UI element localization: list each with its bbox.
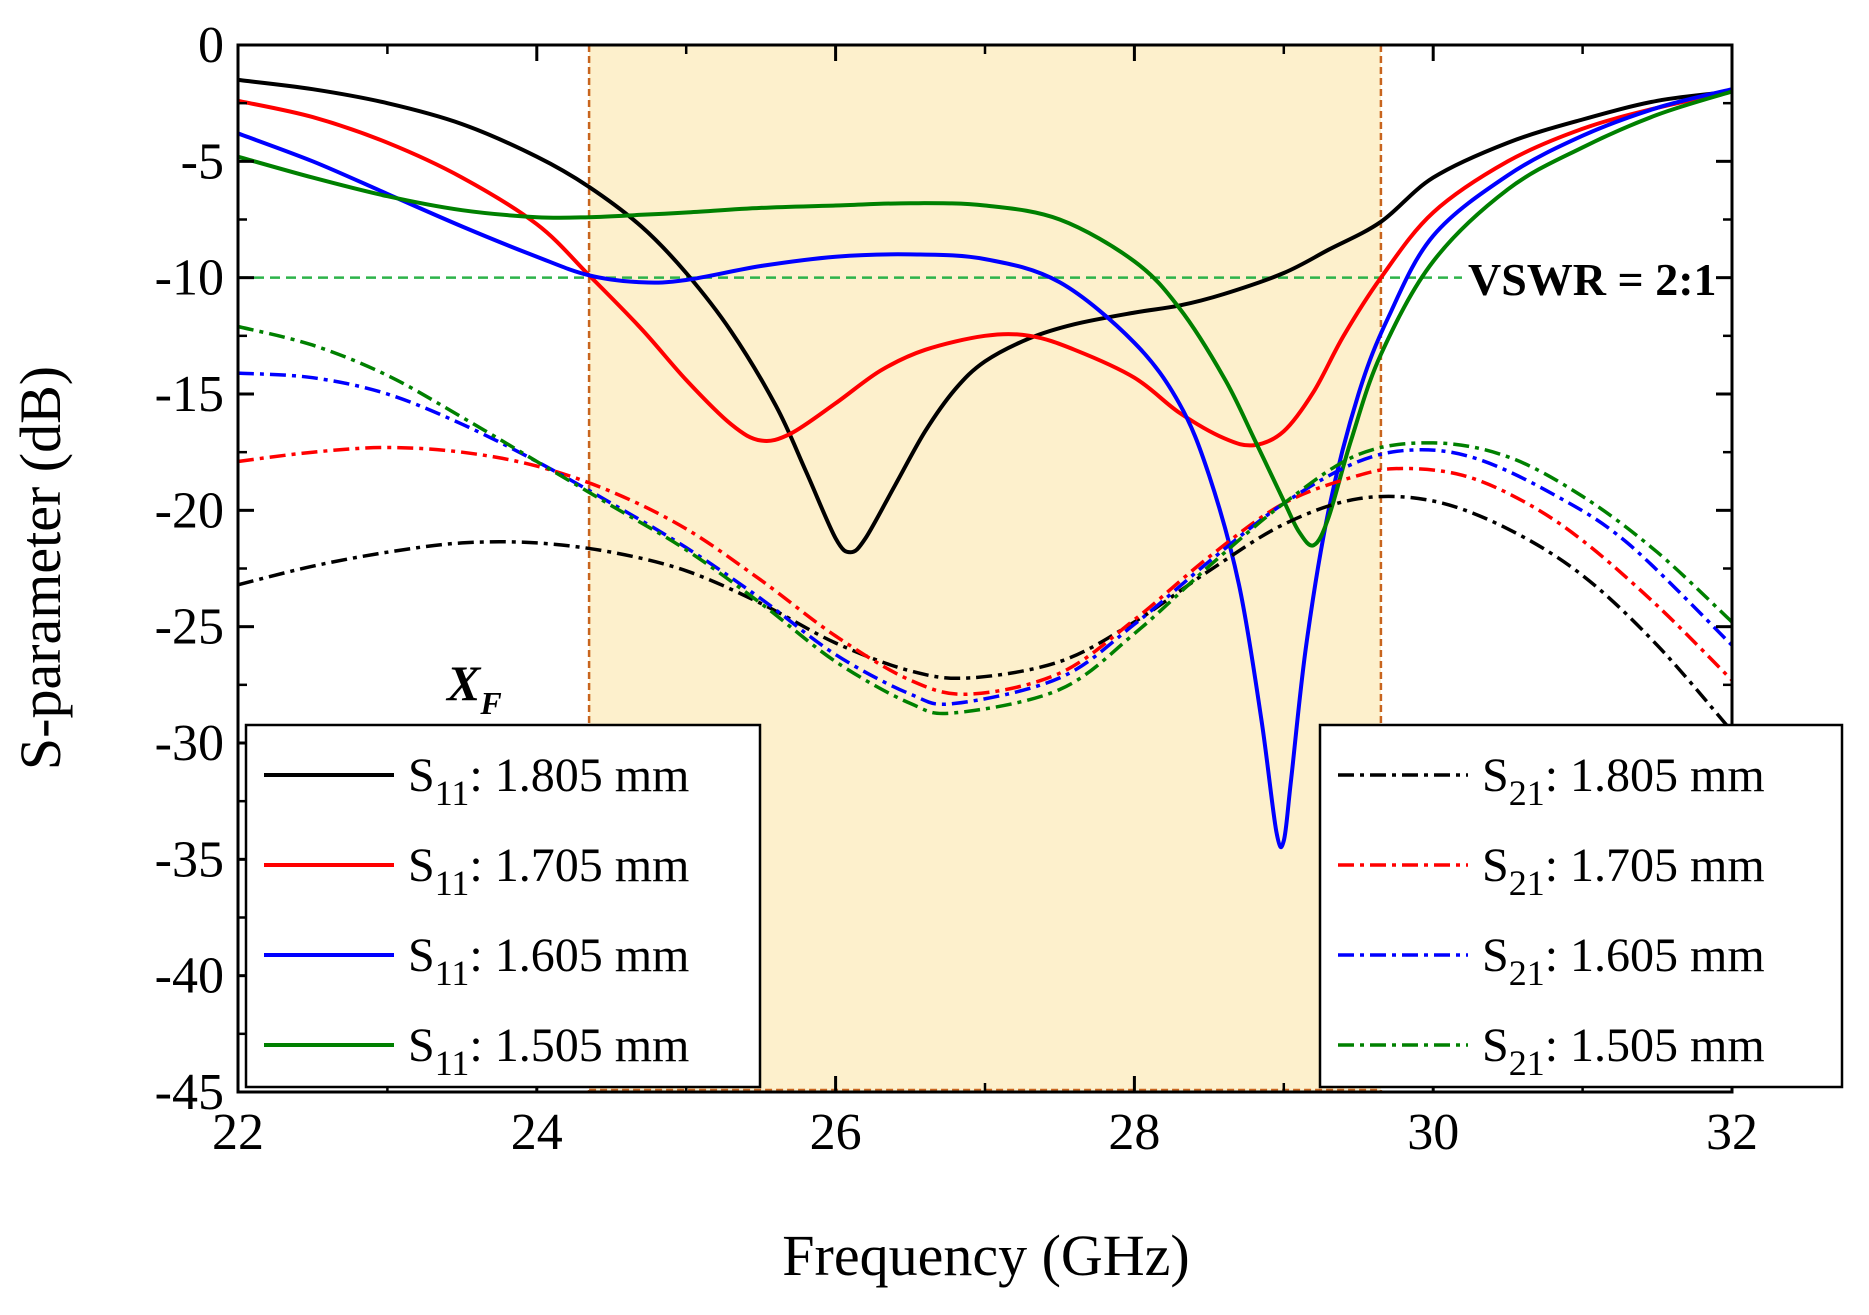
xf-annotation: XF [445,655,502,721]
x-axis-title: Frequency (GHz) [782,1223,1189,1288]
legend-label-prefix: S [408,1019,435,1072]
x-tick-label: 28 [1108,1104,1160,1161]
legend-label-prefix: S [408,929,435,982]
series-line-s11-1 [237,89,1733,448]
legend-label-prefix: S [1482,839,1509,892]
legend-label: S21: 1.605 mm [1482,929,1765,993]
legend-label: S21: 1.805 mm [1482,749,1765,813]
legend-label-suffix: : 1.805 mm [469,749,689,802]
series-line-s21-2 [237,371,1734,707]
y-tick-label: -35 [155,831,224,888]
y-axis-title: S-parameter (dB) [8,366,73,770]
legend-label-suffix: : 1.505 mm [1545,1019,1765,1072]
legend-label: S21: 1.505 mm [1482,1019,1765,1083]
legend-label-suffix: : 1.705 mm [469,839,689,892]
legend-label-prefix: S [408,749,435,802]
legend-label-suffix: : 1.705 mm [1545,839,1765,892]
legend-label-subscript: 21 [1509,773,1545,813]
legend-label: S21: 1.705 mm [1482,839,1765,903]
legend-label-suffix: : 1.505 mm [469,1019,689,1072]
series-layer [237,77,1734,849]
legend-box [1318,723,1844,1089]
x-tick-label: 32 [1706,1104,1758,1161]
series-line-s21-0 [237,494,1734,733]
legend-label-subscript: 11 [435,1043,470,1083]
series-line-s11-0 [237,77,1733,555]
legend-box [244,723,762,1089]
xf-sub: F [479,685,501,721]
legend-label-prefix: S [1482,929,1509,982]
legend-label: S11: 1.505 mm [408,1019,689,1083]
y-tick-label: -45 [155,1064,224,1121]
legend-label-prefix: S [1482,1019,1509,1072]
y-tick-label: -25 [155,599,224,656]
y-tick-label: -40 [155,948,224,1005]
series-line-s21-1 [237,445,1734,696]
legend-label-suffix: : 1.605 mm [469,929,689,982]
legend-label: S11: 1.605 mm [408,929,689,993]
xf-main: X [445,655,482,711]
legend-label: S11: 1.805 mm [408,749,689,813]
y-tick-label: -10 [155,250,224,307]
y-tick-label: 0 [198,17,224,74]
y-tick-label: -5 [181,133,224,190]
y-tick-label: -20 [155,482,224,539]
legend-label-subscript: 21 [1509,953,1545,993]
series-line-s21-3 [237,324,1734,716]
legend-label-subscript: 11 [435,773,470,813]
legend-label-prefix: S [408,839,435,892]
series-line-s11-2 [237,87,1733,849]
legend-label-subscript: 21 [1509,863,1545,903]
x-tick-label: 22 [212,1104,264,1161]
legend-label-suffix: : 1.805 mm [1545,749,1765,802]
legend-label-subscript: 21 [1509,1043,1545,1083]
x-tick-label: 26 [810,1104,862,1161]
legend-label: S11: 1.705 mm [408,839,689,903]
legend-label-suffix: : 1.605 mm [1545,929,1765,982]
x-tick-label: 24 [511,1104,563,1161]
legend-label-subscript: 11 [435,863,470,903]
legend-label-prefix: S [1482,749,1509,802]
x-tick-label: 30 [1407,1104,1459,1161]
y-tick-label: -15 [155,366,224,423]
legend-label-subscript: 11 [435,953,470,993]
y-tick-label: -30 [155,715,224,772]
series-line-s11-3 [237,89,1733,548]
vswr-label: VSWR = 2:1 [1468,254,1717,305]
